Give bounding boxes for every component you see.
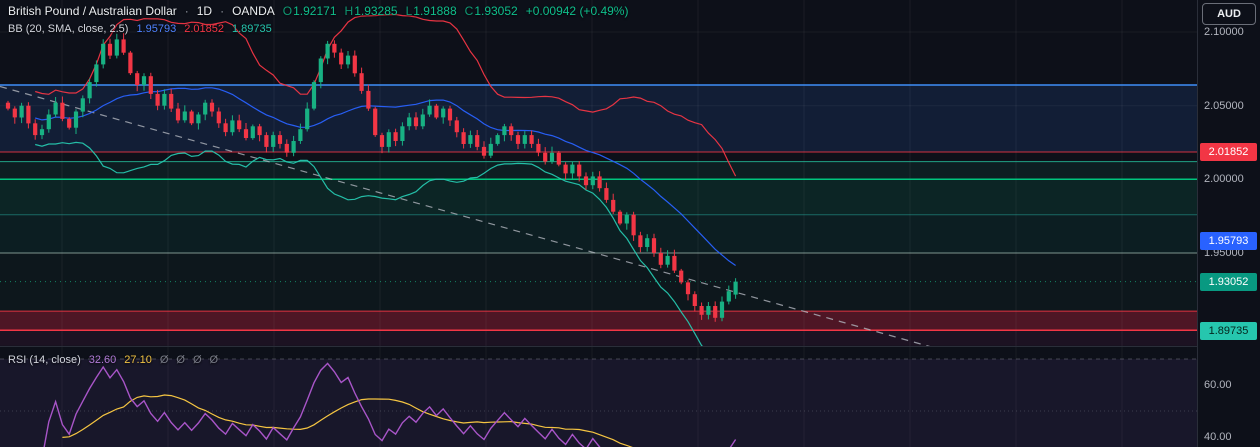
- price-axis-label: 2.05000: [1204, 99, 1244, 112]
- bb-upper-badge: 2.01852: [1200, 143, 1257, 162]
- last-price-badge: 1.93052: [1200, 272, 1257, 291]
- price-zones: [0, 85, 1197, 346]
- trendline[interactable]: [0, 85, 985, 347]
- main-chart-pane[interactable]: British Pound / Australian Dollar · 1D ·…: [0, 0, 1197, 346]
- bb-basis-badge: 1.95793: [1200, 232, 1257, 251]
- main-chart-svg: [0, 0, 1197, 346]
- rsi-ma-line: [62, 394, 633, 447]
- price-axis-label: 2.00000: [1204, 173, 1244, 186]
- rsi-line: [43, 362, 737, 447]
- pane-separator[interactable]: [0, 346, 1197, 347]
- rsi-pane[interactable]: [0, 347, 1197, 447]
- rsi-axis-label: 40.00: [1204, 431, 1232, 443]
- rsi-band-fill: [0, 359, 1197, 447]
- price-axis-label: 2.10000: [1204, 26, 1244, 38]
- currency-label[interactable]: AUD: [1202, 3, 1256, 25]
- rsi-svg: [0, 347, 1197, 447]
- price-axis[interactable]: AUD 2.10000 2.05000 2.00000 1.95000 2.01852 1…: [1197, 0, 1260, 447]
- rsi-axis-label: 60.00: [1204, 379, 1232, 391]
- candles: [5, 33, 738, 322]
- grid: [61, 347, 1123, 447]
- bb-lower-badge: 1.89735: [1200, 321, 1257, 340]
